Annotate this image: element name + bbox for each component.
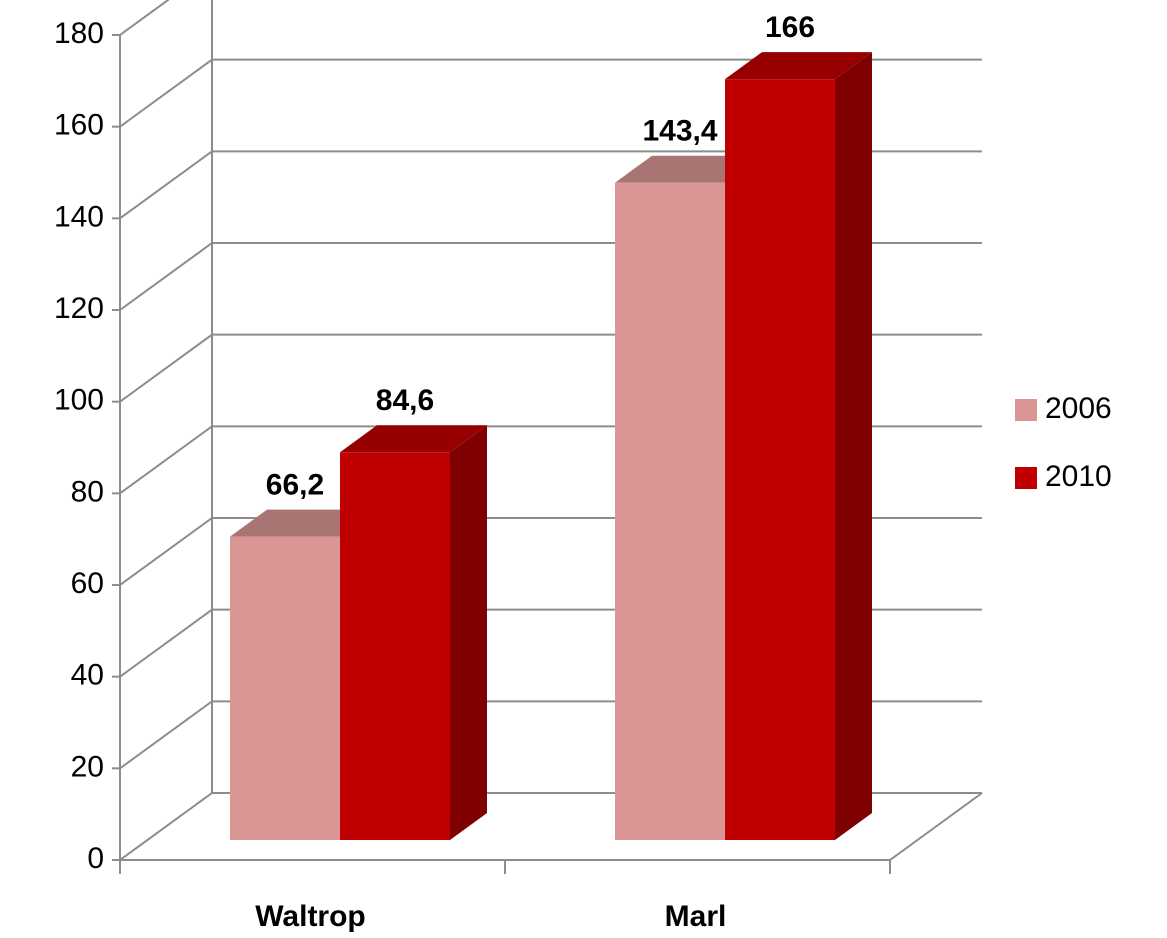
y-tick-label: 0 (87, 842, 104, 875)
legend-label: 2006 (1045, 392, 1112, 425)
y-tick-label: 40 (71, 659, 104, 692)
bar-top (725, 52, 872, 80)
data-label: 166 (765, 11, 815, 44)
y-tick-label: 120 (54, 292, 104, 325)
data-label: 66,2 (266, 469, 324, 502)
y-tick-label: 180 (54, 17, 104, 50)
y-tick-label: 60 (71, 567, 104, 600)
y-tick-label: 100 (54, 384, 104, 417)
data-label: 143,4 (642, 115, 717, 148)
y-tick-label: 140 (54, 200, 104, 233)
x-tick-label: Marl (665, 900, 727, 933)
bar (725, 79, 835, 840)
legend-label: 2010 (1045, 460, 1112, 493)
x-tick-label: Waltrop (255, 900, 366, 933)
bar-side (835, 52, 872, 840)
y-tick-label: 160 (54, 109, 104, 142)
bar-top (340, 425, 487, 453)
bar (230, 536, 340, 840)
y-tick-label: 20 (71, 750, 104, 783)
y-tick-label: 80 (71, 475, 104, 508)
bar (340, 452, 450, 840)
data-label: 84,6 (376, 384, 434, 417)
bar (615, 182, 725, 840)
grid-line (119, 0, 170, 36)
bar-side (450, 425, 487, 840)
legend-swatch (1015, 467, 1037, 489)
legend-swatch (1015, 399, 1037, 421)
